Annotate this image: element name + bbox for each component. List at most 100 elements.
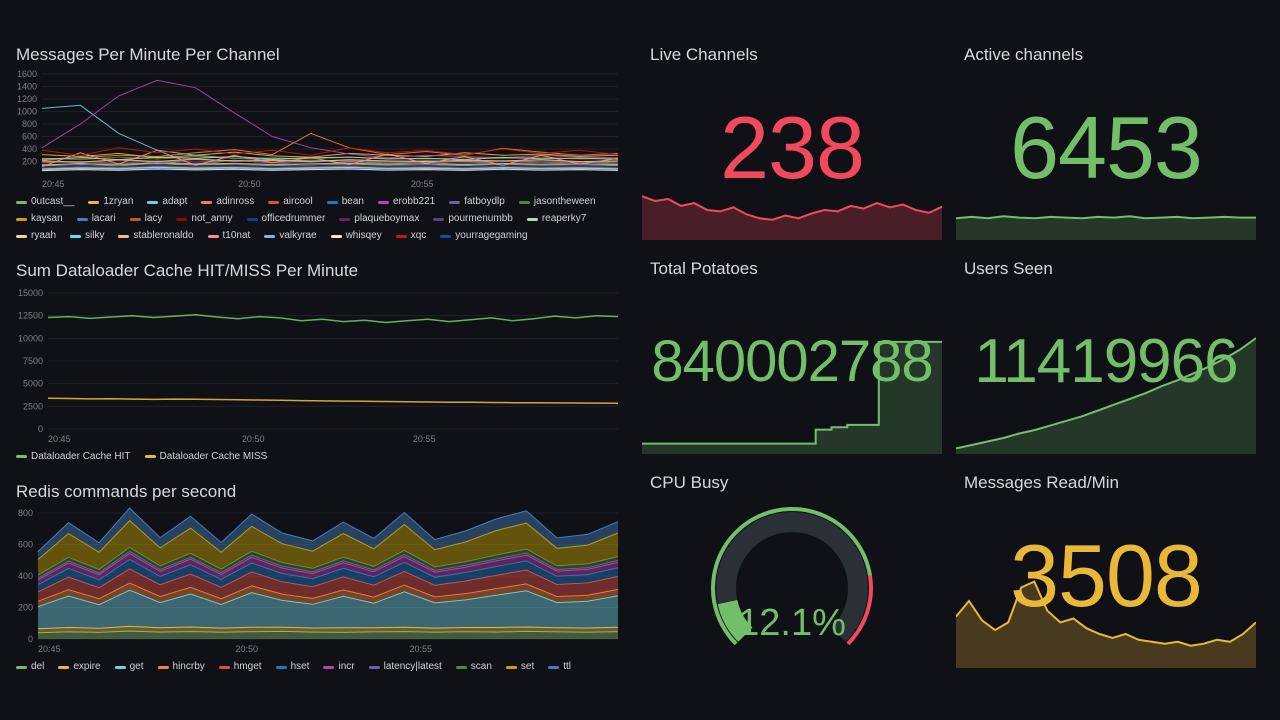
panel-messages-read: Messages Read/Min 3508	[956, 468, 1256, 668]
grafana-dashboard: Messages Per Minute Per Channel 200 400 60…	[8, 40, 1256, 673]
legend-item-lacari[interactable]: lacari	[76, 213, 116, 225]
legend-item-bean[interactable]: bean	[326, 196, 364, 208]
legend-color-swatch	[377, 200, 389, 204]
svg-text:600: 600	[18, 540, 33, 550]
legend-item-1zryan[interactable]: 1zryan	[88, 196, 133, 208]
legend-item-t10nat[interactable]: t10nat	[207, 230, 250, 242]
redis-legend: del expire get hincrby hmget hset incr latency|…	[8, 655, 628, 673]
legend-item-dataloader-cache-hit[interactable]: Dataloader Cache HIT	[16, 451, 131, 463]
legend-item-xqc[interactable]: xqc	[395, 230, 426, 242]
legend-color-swatch	[129, 217, 141, 221]
panel-messages-per-minute: Messages Per Minute Per Channel 200 400 60…	[8, 40, 628, 242]
messages-read-value: 3508	[1010, 526, 1203, 625]
legend-item-pourmenumbb[interactable]: pourmenumbb	[433, 213, 513, 225]
legend-color-swatch	[330, 234, 342, 238]
legend-item-fatboydlp[interactable]: fatboydlp	[449, 196, 505, 208]
legend-item-yourragegaming[interactable]: yourragegaming	[440, 230, 528, 242]
legend-item-adapt[interactable]: adapt	[147, 196, 187, 208]
legend-item-0utcast-[interactable]: 0utcast__	[16, 196, 74, 208]
panel-cpu-busy: CPU Busy 12.1%	[642, 468, 942, 668]
users-seen-sparkline	[956, 337, 1256, 454]
legend-color-swatch	[505, 665, 517, 669]
redis-commands-chart[interactable]: 0 200 400 600 800 20:45 20:50 20:55	[8, 507, 620, 655]
legend-item-stableronaldo[interactable]: stableronaldo	[118, 230, 194, 242]
legend-item-officedrummer[interactable]: officedrummer	[246, 213, 325, 225]
legend-color-swatch	[118, 234, 130, 238]
legend-item-silky[interactable]: silky	[70, 230, 104, 242]
panel-title-messages-read[interactable]: Messages Read/Min	[964, 473, 1119, 492]
svg-text:20:45: 20:45	[38, 644, 61, 654]
messages-per-minute-chart[interactable]: 200 400 600 800 1000 1200 1400 1600 20:45 20:50 20…	[8, 70, 620, 190]
panel-title-redis[interactable]: Redis commands per second	[16, 481, 237, 501]
legend-item-whisqey[interactable]: whisqey	[330, 230, 382, 242]
svg-text:12500: 12500	[18, 310, 43, 320]
panel-redis-commands: Redis commands per second 0 200 400 600 800 2…	[8, 477, 628, 673]
panel-active-channels: Active channels 6453	[956, 40, 1256, 240]
active-channels-value: 6453	[1010, 98, 1203, 197]
total-potatoes-sparkline	[642, 340, 942, 454]
svg-text:7500: 7500	[23, 356, 43, 366]
legend-color-swatch	[268, 200, 280, 204]
timeseries-column: Messages Per Minute Per Channel 200 400 60…	[8, 40, 628, 673]
panel-dataloader-cache: Sum Dataloader Cache HIT/MISS Per Minute…	[8, 256, 628, 462]
legend-item-scan[interactable]: scan	[455, 661, 492, 673]
legend-item-plaqueboymax[interactable]: plaqueboymax	[339, 213, 419, 225]
panel-title-live-channels[interactable]: Live Channels	[650, 45, 758, 64]
legend-color-swatch	[323, 665, 335, 669]
svg-text:20:45: 20:45	[42, 179, 65, 189]
svg-text:400: 400	[18, 571, 33, 581]
svg-text:20:55: 20:55	[410, 644, 433, 654]
svg-text:20:50: 20:50	[242, 434, 265, 444]
legend-item-ryaah[interactable]: ryaah	[16, 230, 56, 242]
legend-item-hset[interactable]: hset	[275, 661, 309, 673]
legend-color-swatch	[76, 217, 88, 221]
legend-item-latency-latest[interactable]: latency|latest	[368, 661, 442, 673]
legend-color-swatch	[326, 200, 338, 204]
panel-title-dataloader[interactable]: Sum Dataloader Cache HIT/MISS Per Minute	[16, 261, 359, 281]
legend-item-get[interactable]: get	[114, 661, 144, 673]
legend-color-swatch	[16, 455, 27, 459]
panel-title-total-potatoes[interactable]: Total Potatoes	[650, 259, 758, 278]
legend-item-incr[interactable]: incr	[323, 661, 355, 673]
legend-color-swatch	[176, 217, 188, 221]
legend-color-swatch	[144, 455, 156, 459]
live-channels-sparkline	[642, 195, 942, 240]
legend-item-reaperky7[interactable]: reaperky7	[526, 213, 586, 225]
legend-color-swatch	[147, 200, 159, 204]
legend-color-swatch	[16, 665, 27, 669]
panel-title-messages[interactable]: Messages Per Minute Per Channel	[16, 45, 280, 64]
legend-item-dataloader-cache-miss[interactable]: Dataloader Cache MISS	[144, 451, 267, 463]
legend-item-hincrby[interactable]: hincrby	[157, 661, 205, 673]
legend-item-kaysan[interactable]: kaysan	[16, 213, 63, 225]
legend-color-swatch	[526, 217, 538, 221]
legend-item-lacy[interactable]: lacy	[129, 213, 162, 225]
panel-title-users-seen[interactable]: Users Seen	[964, 259, 1053, 278]
cpu-gauge-wrap: 12.1%	[642, 500, 942, 668]
legend-item-hmget[interactable]: hmget	[218, 661, 262, 673]
legend-item-aircool[interactable]: aircool	[268, 196, 313, 208]
legend-color-swatch	[395, 234, 407, 238]
dataloader-legend: Dataloader Cache HIT Dataloader Cache MIS…	[8, 445, 628, 463]
legend-color-swatch	[433, 217, 445, 221]
panel-title-cpu-busy[interactable]: CPU Busy	[650, 473, 729, 492]
svg-text:200: 200	[22, 157, 37, 167]
dataloader-cache-chart[interactable]: 0 2500 5000 7500 10000 12500 15000 20:45 20:50 20…	[8, 287, 620, 445]
legend-item-ttl[interactable]: ttl	[548, 661, 571, 673]
legend-item-set[interactable]: set	[505, 661, 534, 673]
legend-color-swatch	[16, 217, 27, 221]
legend-item-erobb221[interactable]: erobb221	[377, 196, 435, 208]
svg-text:1600: 1600	[17, 70, 37, 79]
svg-text:800: 800	[22, 119, 37, 129]
panel-title-active-channels[interactable]: Active channels	[964, 45, 1084, 64]
legend-item-del[interactable]: del	[16, 661, 44, 673]
legend-item-not-anny[interactable]: not_anny	[176, 213, 233, 225]
svg-text:1000: 1000	[17, 107, 37, 117]
svg-text:0: 0	[38, 424, 43, 434]
legend-color-swatch	[157, 665, 169, 669]
legend-color-swatch	[440, 234, 452, 238]
legend-item-jasontheween[interactable]: jasontheween	[518, 196, 596, 208]
legend-item-expire[interactable]: expire	[58, 661, 101, 673]
legend-item-adinross[interactable]: adinross	[201, 196, 254, 208]
svg-text:20:50: 20:50	[236, 644, 259, 654]
legend-item-valkyrae[interactable]: valkyrae	[264, 230, 317, 242]
